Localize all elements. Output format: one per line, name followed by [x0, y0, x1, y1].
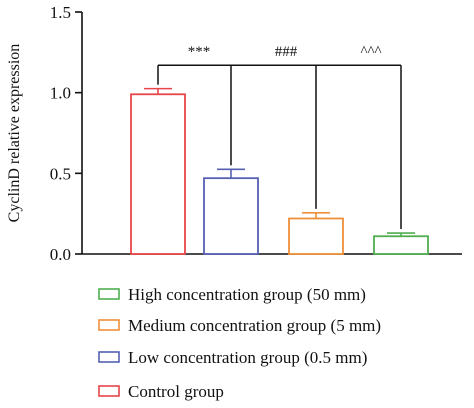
bars	[130, 87, 429, 255]
significance-label: ###	[275, 44, 298, 60]
legend-swatch	[98, 351, 120, 363]
significance-label: ***	[188, 44, 211, 60]
bar	[373, 235, 429, 255]
y-tick-label: 0.5	[50, 164, 71, 183]
bar	[288, 217, 344, 255]
bar	[203, 177, 259, 255]
bar	[130, 93, 186, 255]
legend-swatch	[98, 319, 120, 331]
legend-swatch	[98, 385, 120, 397]
y-axis-label: CyclinD relative expression	[6, 44, 23, 223]
y-tick-label: 0.0	[50, 245, 71, 264]
legend-label: High concentration group (50 mm)	[128, 285, 366, 304]
legend: High concentration group (50 mm) Medium c…	[98, 285, 381, 401]
y-tick-label: 1.0	[50, 84, 71, 103]
legend-label: Control group	[128, 382, 224, 401]
legend-label: Low concentration group (0.5 mm)	[128, 348, 367, 367]
y-tick-label: 1.5	[50, 3, 71, 22]
legend-swatch	[98, 288, 120, 300]
significance-label: ^^^	[360, 44, 381, 60]
legend-label: Medium concentration group (5 mm)	[128, 316, 381, 335]
significance-bracket: *** ### ^^^	[157, 44, 402, 230]
